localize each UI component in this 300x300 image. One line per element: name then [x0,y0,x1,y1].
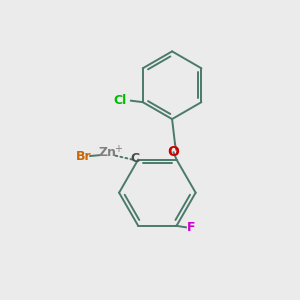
Text: F: F [187,221,196,234]
Text: Zn: Zn [98,146,116,159]
Text: Cl: Cl [113,94,127,107]
Text: Br: Br [76,149,92,163]
Text: O: O [168,146,179,159]
Text: C: C [131,152,140,165]
Text: +: + [114,144,122,154]
